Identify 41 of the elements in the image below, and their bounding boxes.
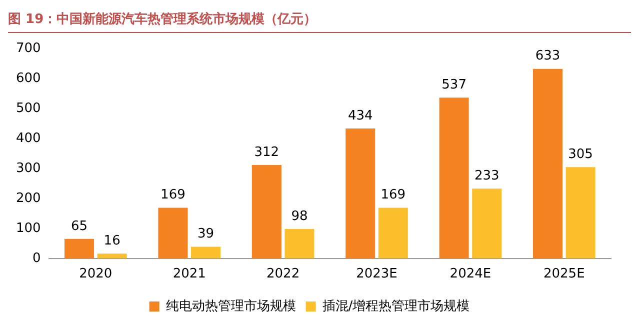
data-label: 39 — [197, 226, 214, 242]
legend-label: 插混/增程热管理市场规模 — [322, 298, 470, 314]
bar — [346, 128, 376, 258]
x-tick-label: 2023E — [356, 266, 398, 282]
bar — [439, 98, 469, 258]
data-label: 305 — [568, 146, 593, 162]
y-tick-label: 300 — [16, 160, 41, 176]
data-label: 169 — [380, 188, 406, 203]
legend-label: 纯电动热管理市场规模 — [166, 298, 296, 314]
bar — [472, 188, 502, 258]
data-label: 434 — [348, 108, 373, 124]
data-label: 65 — [70, 218, 88, 234]
x-tick-label: 2025E — [543, 266, 585, 282]
data-label: 98 — [291, 208, 308, 224]
x-tick-label: 2021 — [172, 266, 206, 282]
bar — [191, 246, 221, 258]
y-tick-label: 200 — [16, 190, 41, 206]
data-label: 633 — [535, 48, 560, 64]
x-tick-label: 2020 — [79, 266, 112, 282]
bar — [97, 254, 127, 258]
bar — [378, 208, 408, 258]
x-tick-label: 2022 — [266, 266, 300, 282]
y-tick-label: 100 — [16, 220, 41, 236]
y-tick-label: 500 — [16, 101, 41, 116]
bar — [566, 167, 596, 258]
y-tick-label: 0 — [32, 250, 41, 266]
bar — [64, 238, 94, 258]
y-tick-label: 700 — [16, 41, 41, 56]
x-tick-label: 2024E — [450, 266, 492, 282]
data-label: 233 — [474, 168, 500, 184]
data-label: 16 — [104, 233, 120, 248]
chart-title: 图 19：中国新能源汽车热管理系统市场规模（亿元） — [8, 10, 318, 29]
data-label: 312 — [254, 144, 280, 160]
data-label: 537 — [442, 77, 466, 92]
bar — [532, 68, 563, 258]
y-tick-label: 400 — [16, 131, 41, 146]
y-tick-label: 600 — [16, 71, 41, 86]
bar — [252, 164, 282, 258]
bar — [158, 208, 188, 258]
data-label: 169 — [160, 188, 186, 203]
bar — [284, 229, 314, 258]
